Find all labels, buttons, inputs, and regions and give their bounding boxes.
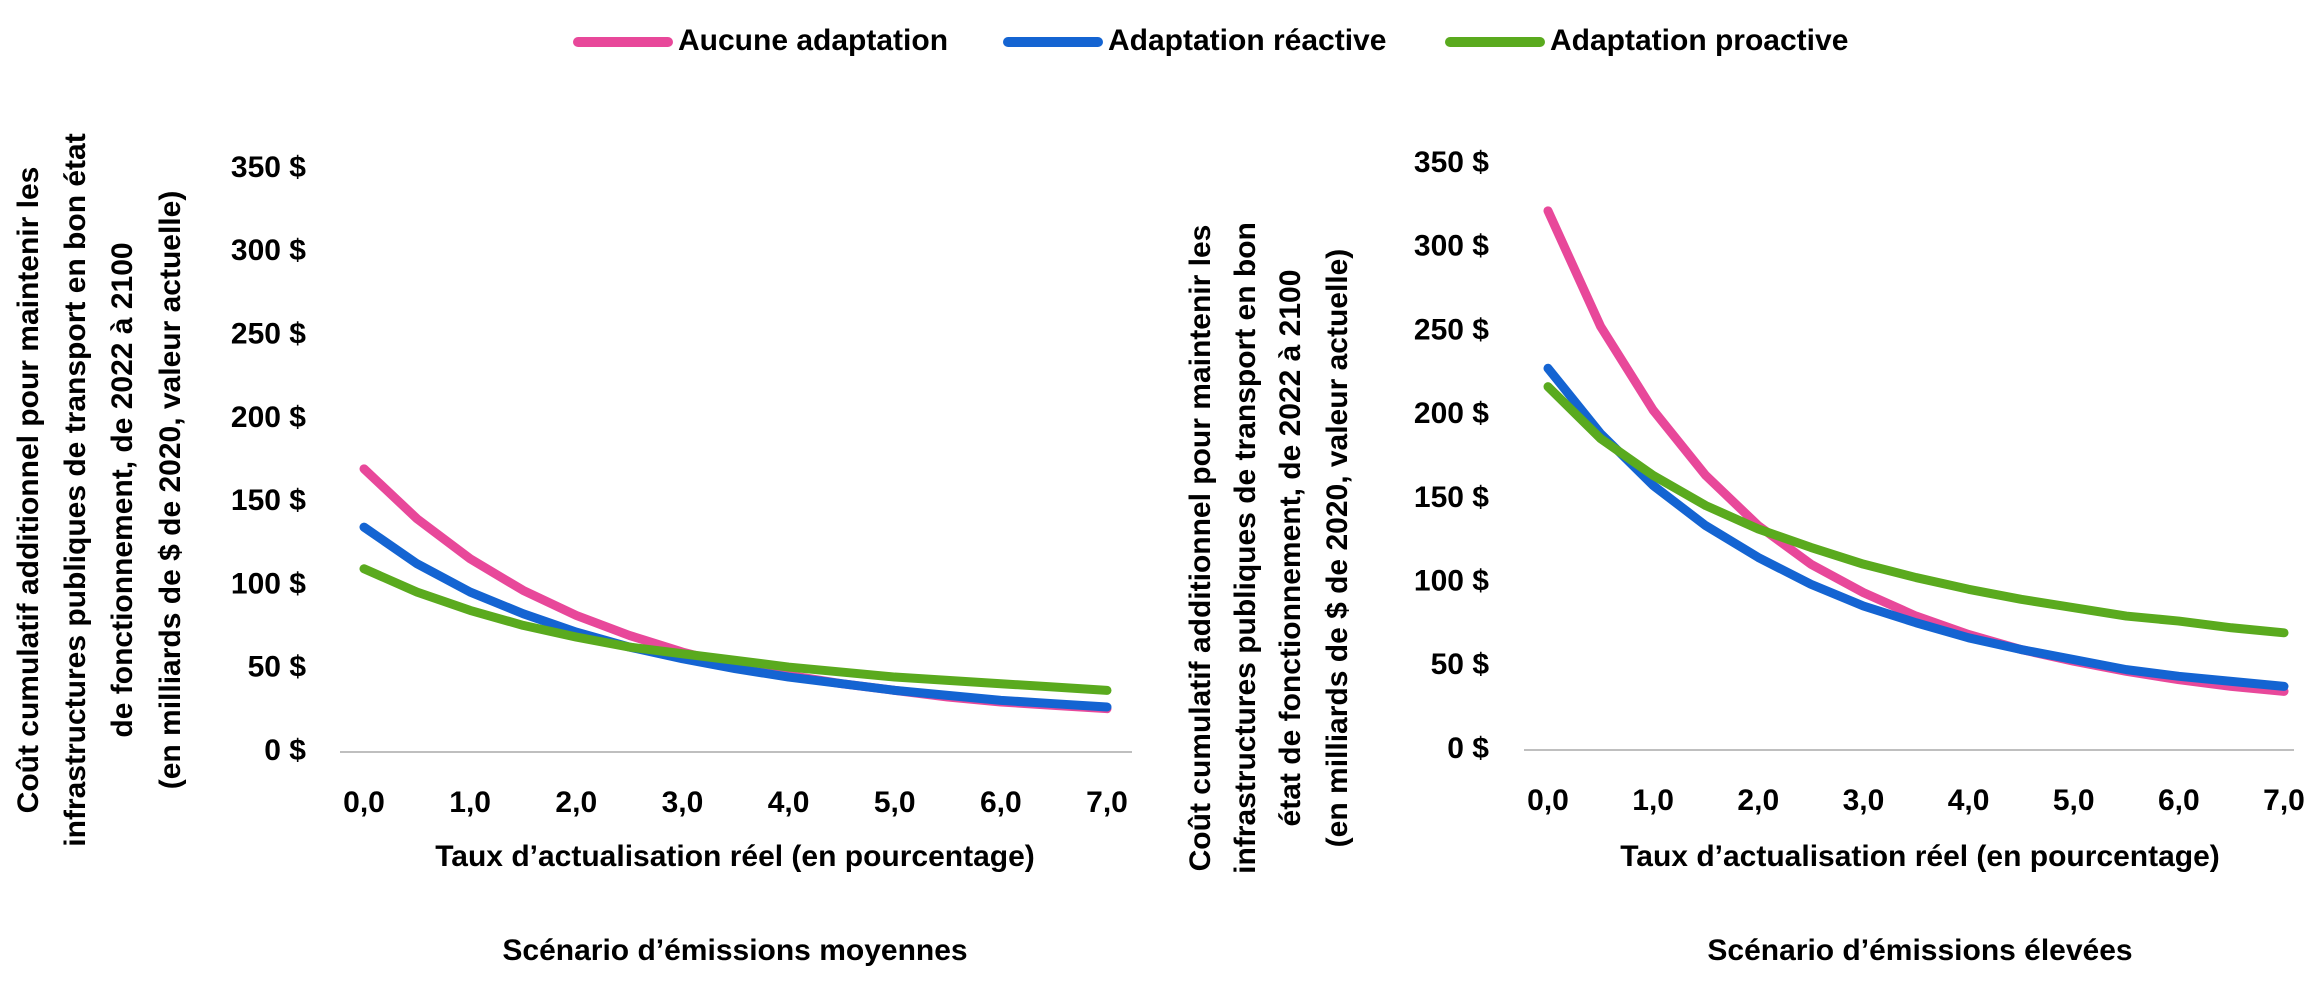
y-axis-label: de fonctionnement, de 2022 à 2100 (106, 242, 139, 737)
y-axis-label: infrastructures publiques de transport e… (59, 133, 92, 846)
x-axis-label: Taux d’actualisation réel (en pourcentag… (1620, 840, 2220, 873)
y-tick-label: 0 $ (1447, 732, 1489, 765)
series-line (1543, 382, 2289, 638)
series-line (359, 564, 1112, 695)
chart-title: Scénario d’émissions élevées (1707, 934, 2132, 967)
x-tick-label: 4,0 (768, 786, 810, 819)
chart: 0 $ 50 $ 100 $ 150 $ 200 $ 250 $ 300 $ 350 $ 0,0… (1184, 146, 2305, 967)
series-line (1543, 363, 2289, 691)
y-tick-label: 150 $ (1414, 481, 1489, 514)
x-tick-label: 2,0 (555, 786, 597, 819)
y-tick-label: 200 $ (1414, 397, 1489, 430)
y-tick-label: 250 $ (231, 317, 306, 350)
y-tick-label: 300 $ (231, 234, 306, 267)
y-tick-label: 250 $ (1414, 313, 1489, 346)
legend-label: Adaptation proactive (1550, 24, 1848, 57)
x-tick-label: 7,0 (2263, 784, 2305, 817)
y-tick-label: 100 $ (231, 567, 306, 600)
x-axis-label: Taux d’actualisation réel (en pourcentag… (435, 840, 1035, 873)
chart: 0 $ 50 $ 100 $ 150 $ 200 $ 250 $ 300 $ 350 $ 0,0… (12, 133, 1132, 967)
y-axis-label: (en milliards de $ de 2020, valeur actue… (154, 191, 187, 790)
y-tick-label: 50 $ (248, 651, 307, 684)
chart-title: Scénario d’émissions moyennes (502, 934, 967, 967)
y-tick-label: 150 $ (231, 484, 306, 517)
y-tick-label: 300 $ (1414, 230, 1489, 263)
y-axis-label: état de fonctionnement, de 2022 à 2100 (1274, 270, 1307, 827)
x-tick-label: 5,0 (2053, 784, 2095, 817)
y-axis-label: infrastructures publiques de transport e… (1229, 222, 1262, 874)
y-tick-label: 100 $ (1414, 564, 1489, 597)
legend-label: Adaptation réactive (1108, 24, 1386, 57)
x-tick-label: 6,0 (2158, 784, 2200, 817)
x-tick-label: 3,0 (662, 786, 704, 819)
x-tick-label: 2,0 (1737, 784, 1779, 817)
y-axis-label: Coût cumulatif additionnel pour mainteni… (1184, 225, 1217, 872)
y-tick-label: 200 $ (231, 401, 306, 434)
x-tick-label: 4,0 (1948, 784, 1990, 817)
y-tick-label: 0 $ (264, 734, 306, 767)
y-tick-label: 50 $ (1431, 648, 1490, 681)
y-axis-label: (en milliards de $ de 2020, valeur actue… (1321, 249, 1354, 848)
x-tick-label: 1,0 (449, 786, 491, 819)
y-axis-label: Coût cumulatif additionnel pour mainteni… (12, 167, 45, 814)
y-tick-label: 350 $ (231, 151, 306, 184)
x-tick-label: 5,0 (874, 786, 916, 819)
x-tick-label: 0,0 (343, 786, 385, 819)
x-tick-label: 7,0 (1086, 786, 1128, 819)
x-tick-label: 6,0 (980, 786, 1022, 819)
legend-label: Aucune adaptation (678, 24, 948, 57)
series-line (359, 522, 1112, 712)
y-tick-label: 350 $ (1414, 146, 1489, 179)
x-tick-label: 0,0 (1527, 784, 1569, 817)
x-tick-label: 1,0 (1632, 784, 1674, 817)
x-tick-label: 3,0 (1843, 784, 1885, 817)
